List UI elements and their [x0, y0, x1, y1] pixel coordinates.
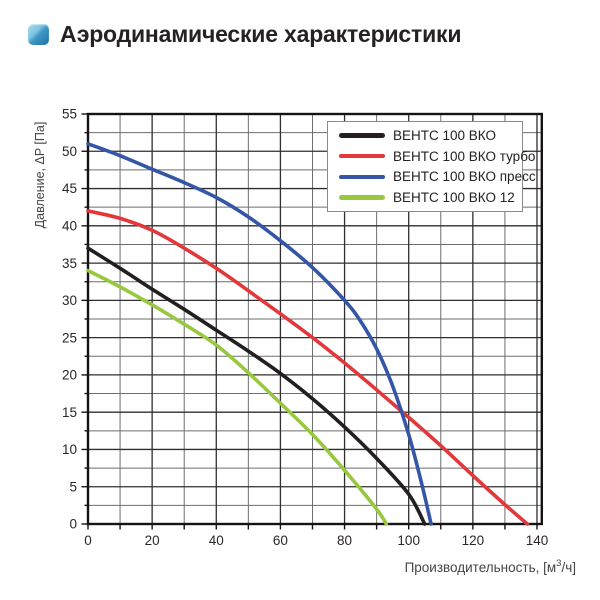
legend-item: ВЕНТС 100 ВКО турбо [339, 149, 535, 164]
legend-item: ВЕНТС 100 ВКО 12 [339, 190, 522, 205]
y-tick-label: 10 [62, 442, 77, 457]
y-tick-label: 35 [62, 256, 77, 271]
y-tick-label: 15 [62, 405, 77, 420]
x-tick-label: 20 [145, 533, 160, 548]
y-tick-label: 0 [69, 517, 77, 532]
legend-line-swatch [339, 133, 385, 138]
section-bullet-icon [28, 24, 49, 45]
x-tick-label: 100 [397, 533, 420, 548]
y-tick-label: 40 [62, 219, 77, 234]
legend-line-swatch [339, 195, 385, 200]
series-curve-0 [86, 246, 427, 526]
x-tick-label: 60 [273, 533, 288, 548]
y-tick-label: 50 [62, 144, 77, 159]
legend-line-swatch [339, 174, 385, 180]
legend-item-label: ВЕНТС 100 ВКО пресс [393, 169, 536, 185]
chart-legend: ВЕНТС 100 ВКО ВЕНТС 100 ВКО турбо ВЕНТС … [327, 121, 536, 212]
y-tick-label: 30 [62, 293, 77, 308]
y-tick-label: 45 [62, 181, 77, 196]
x-axis-label: Производительность, [м3/ч] [405, 558, 576, 575]
x-tick-label: 140 [526, 533, 549, 548]
x-tick-label: 40 [209, 533, 224, 548]
x-tick-label: 80 [337, 533, 352, 548]
series-curve-2 [86, 142, 433, 526]
y-tick-label: 5 [69, 479, 77, 494]
x-tick-label: 120 [462, 533, 485, 548]
legend-item: ВЕНТС 100 ВКО [339, 128, 522, 143]
y-tick-label: 55 [62, 107, 77, 122]
y-tick-label: 20 [62, 368, 77, 383]
x-tick-label: 0 [84, 533, 92, 548]
section-header: Аэродинамические характеристики [28, 21, 461, 48]
legend-item-label: ВЕНТС 100 ВКО [393, 127, 496, 143]
series-curve-3 [86, 268, 389, 526]
legend-item-label: ВЕНТС 100 ВКО турбо [393, 148, 536, 164]
section-title: Аэродинамические характеристики [60, 21, 462, 47]
legend-item-label: ВЕНТС 100 ВКО 12 [393, 190, 515, 206]
series-curve-1 [86, 209, 530, 526]
legend-item: ВЕНТС 100 ВКО пресс [339, 169, 536, 184]
legend-line-swatch [339, 153, 385, 159]
y-axis-label: Давление, ΔP [Па] [33, 122, 47, 229]
y-tick-label: 25 [62, 330, 77, 345]
